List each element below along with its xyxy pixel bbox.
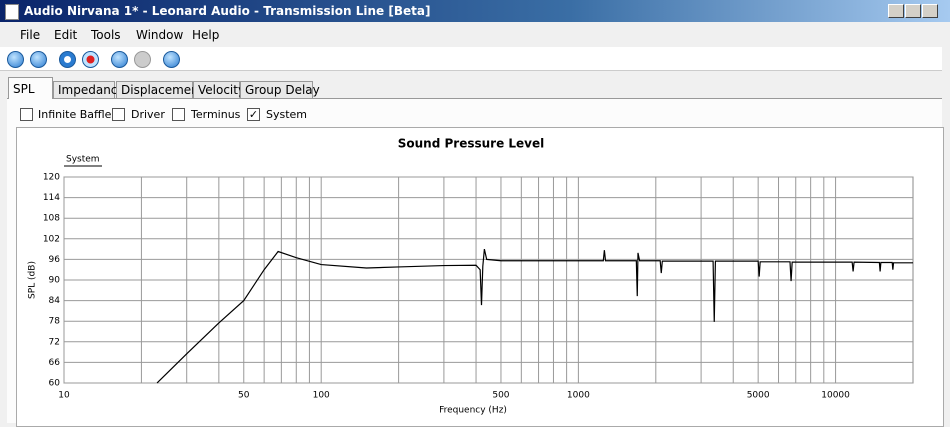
menu-item[interactable]: Tools <box>91 28 121 42</box>
minimize-button[interactable] <box>888 4 904 18</box>
tab[interactable]: Velocity <box>193 81 245 98</box>
menu-bar <box>0 23 950 47</box>
checkbox-label[interactable]: Terminus <box>191 108 241 121</box>
tab[interactable]: Displacement <box>116 81 204 98</box>
menu-item[interactable]: File <box>20 28 41 42</box>
x-tick-label: 10 <box>58 391 70 401</box>
toolbar <box>0 47 942 71</box>
x-tick-label: 50 <box>238 391 250 401</box>
save-button[interactable] <box>30 51 47 68</box>
x-tick-label: 10000 <box>821 391 850 401</box>
window-title: Audio Nirvana 1* - Leonard Audio - Trans… <box>24 4 431 18</box>
x-tick-label: 5000 <box>747 391 770 401</box>
checkbox-label[interactable]: System <box>266 108 308 121</box>
tab[interactable]: Impedance <box>53 81 125 98</box>
play-button[interactable] <box>163 51 180 68</box>
y-tick-label: 102 <box>43 234 60 244</box>
y-tick-label: 72 <box>49 337 60 347</box>
checkbox[interactable] <box>20 108 33 121</box>
title-bar <box>0 0 950 22</box>
x-tick-label: 1000 <box>567 391 590 401</box>
checkbox[interactable] <box>172 108 185 121</box>
menu-item[interactable]: Edit <box>54 28 78 42</box>
x-tick-label: 500 <box>492 391 509 401</box>
checkbox-label[interactable]: Driver <box>131 108 165 121</box>
y-tick-label: 96 <box>49 255 61 265</box>
maximize-button[interactable] <box>905 4 921 18</box>
y-tick-label: 108 <box>43 214 60 224</box>
close-button[interactable] <box>922 4 938 18</box>
app-icon <box>5 4 19 20</box>
new-button[interactable] <box>7 51 24 68</box>
legend-label: System <box>66 155 100 165</box>
y-axis-label: SPL (dB) <box>28 261 38 299</box>
x-axis-label: Frequency (Hz) <box>439 406 507 416</box>
tab[interactable]: Group Delay <box>240 81 320 98</box>
record-button[interactable] <box>59 51 76 68</box>
chart-panel: Sound Pressure Level SPL (dB) Frequency … <box>16 127 944 427</box>
x-tick-label: 100 <box>313 391 330 401</box>
y-tick-label: 78 <box>49 317 61 327</box>
checkbox[interactable]: ✓ <box>247 108 260 121</box>
y-tick-label: 66 <box>49 358 61 368</box>
chart-title: Sound Pressure Level <box>398 137 545 151</box>
menu-item[interactable]: Help <box>192 28 220 42</box>
tab[interactable]: SPL <box>8 77 53 99</box>
series-line <box>156 248 913 384</box>
checkbox[interactable] <box>112 108 125 121</box>
stop-button[interactable] <box>82 51 99 68</box>
y-tick-label: 120 <box>43 173 60 183</box>
chart: Sound Pressure Level SPL (dB) Frequency … <box>28 137 914 416</box>
y-tick-label: 90 <box>49 276 61 286</box>
forward-button[interactable] <box>134 51 151 68</box>
y-tick-label: 84 <box>49 296 61 306</box>
menu-item[interactable]: Window <box>136 28 184 42</box>
back-button[interactable] <box>111 51 128 68</box>
checkbox-label[interactable]: Infinite Baffle <box>38 108 112 121</box>
y-tick-label: 60 <box>49 379 61 389</box>
y-tick-label: 114 <box>43 193 60 203</box>
